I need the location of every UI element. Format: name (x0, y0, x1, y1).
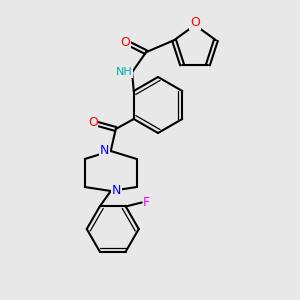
Text: NH: NH (116, 67, 133, 77)
Text: O: O (88, 116, 98, 130)
Text: O: O (190, 16, 200, 29)
Text: O: O (120, 36, 130, 49)
Text: N: N (112, 184, 122, 196)
Text: N: N (100, 143, 110, 157)
Text: F: F (143, 196, 150, 209)
